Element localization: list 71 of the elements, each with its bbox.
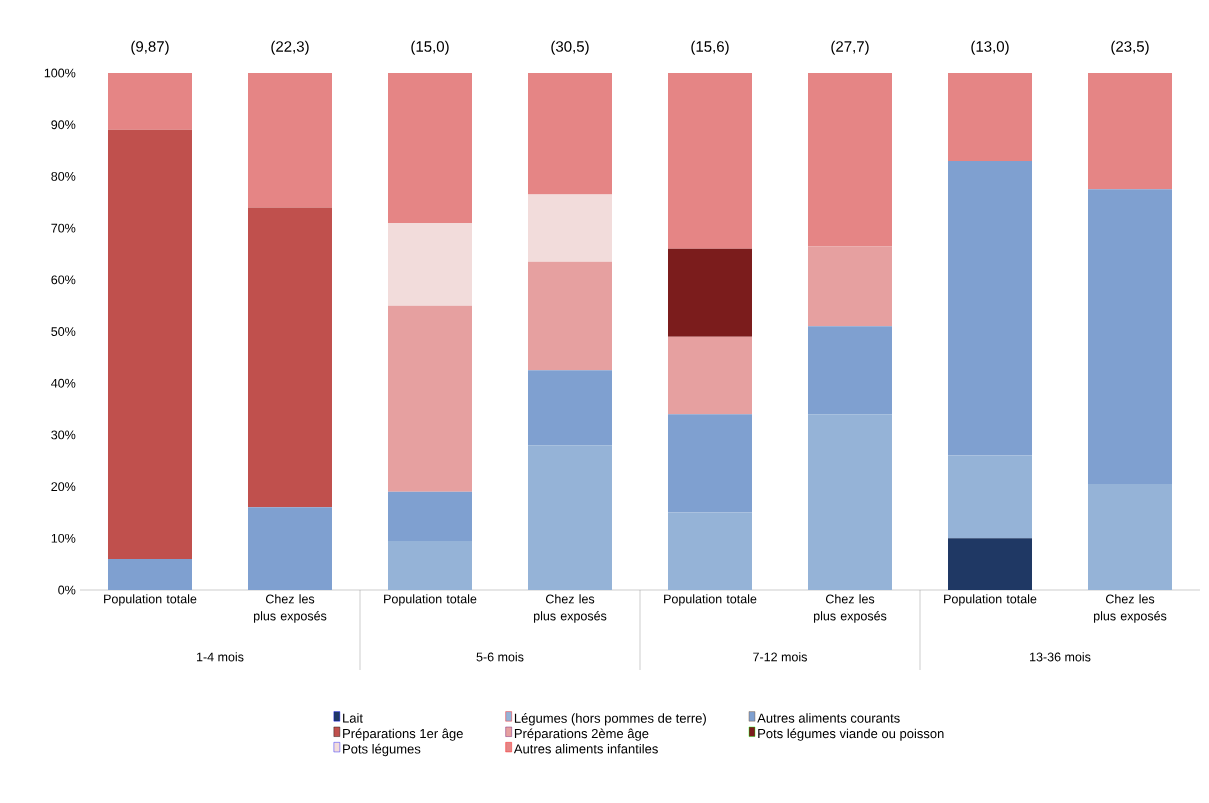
bar [388,73,472,223]
legend-label: Lait [343,713,363,723]
text: (9,87) [131,40,169,55]
bar [388,540,472,590]
y-tick-label: 90% [51,120,76,130]
bar [528,73,613,195]
legend-label: Préparations 1er âge [343,728,463,741]
legend-label: Légumes (hors pommes de terre) [514,713,706,726]
text: 13-36 mois [1030,652,1091,662]
text: (13,0) [971,40,1009,55]
bar [1088,189,1173,485]
x-tick-label: Population totale [104,594,197,606]
text: (15,6) [691,40,729,55]
bar [528,194,613,262]
bar [248,207,332,508]
bar [808,326,893,415]
y-tick-label: 0% [58,585,76,595]
legend-label: Pots légumes [343,743,421,757]
bar [948,455,1033,539]
x-tick-label: Chez les plus exposés [533,594,607,623]
text: 5-6 mois [476,652,524,662]
bar [668,336,753,415]
text: (27,7) [831,40,869,55]
bar [948,73,1033,161]
bar [528,370,613,446]
bar [668,248,753,337]
bar [108,558,192,590]
bar [388,222,472,306]
x-tick-label: Population totale [664,594,757,606]
y-tick-label: 40% [51,378,76,388]
y-tick-label: 10% [51,533,76,543]
x-tick-label: Population totale [944,594,1037,606]
bar [528,445,613,590]
text: (30,5) [551,40,589,55]
y-tick-label: 100% [44,68,76,78]
x-tick-label: Chez les plus exposés [253,594,327,623]
bar [1088,73,1173,190]
bar [108,73,192,130]
y-tick-label: 70% [51,223,76,233]
x-tick-label: Population totale [384,594,477,606]
bar [668,73,753,249]
text: (23,5) [1111,40,1149,55]
legend-label: Autres aliments infantiles [513,743,658,754]
bar [248,507,332,590]
legend-label: Préparations 2ème âge [514,728,649,741]
bar [388,491,472,541]
bar [948,160,1033,456]
y-tick-label: 20% [51,482,76,492]
text: (15,0) [411,40,449,55]
x-tick-label: Chez les plus exposés [813,594,887,623]
y-tick-label: 60% [51,275,76,285]
bar [1088,484,1173,590]
bar [108,129,192,559]
x-tick-label: Chez les plus exposés [1093,594,1167,623]
y-tick-label: 30% [51,430,76,440]
legend-label: Pots légumes viande ou poisson [758,728,944,741]
bar [388,305,472,492]
bar [528,261,613,371]
bar [668,414,753,513]
text: (22,3) [271,40,309,55]
bar [808,73,893,247]
bar [248,73,332,208]
bar [668,512,753,590]
y-tick-label: 50% [51,327,76,336]
bar [948,538,1033,590]
bar [808,414,893,590]
text: 1-4 mois [196,652,244,662]
legend-label: Autres aliments courants [757,713,900,723]
text: 7-12 mois [753,652,807,662]
bar [808,246,893,327]
y-tick-label: 80% [51,171,76,181]
